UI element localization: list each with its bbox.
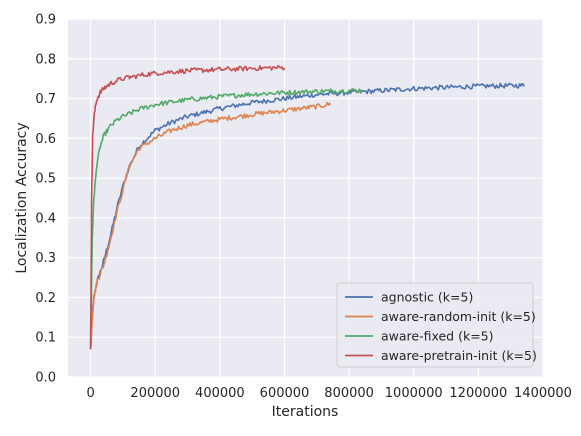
x-tick-label: 1400000 [514,386,572,401]
legend-label: aware-fixed (k=5) [381,329,494,344]
x-axis-title: Iterations [272,404,339,420]
y-tick-label: 0.9 [35,13,56,28]
y-tick-label: 0.1 [35,331,56,346]
y-tick-label: 0.7 [35,92,56,107]
x-tick-label: 200000 [130,386,180,401]
y-tick-label: 0.4 [35,211,56,226]
series-lines [89,64,525,350]
x-tick-label: 600000 [260,386,310,401]
y-tick-label: 0.5 [35,172,56,187]
series-line [89,64,286,350]
x-axis-ticks: 0 200000 400000 600000 800000 1000000 1200000 1… [86,386,571,401]
y-tick-label: 0.2 [35,291,56,306]
y-axis-ticks: 0.0 0.1 0.2 0.3 0.4 0.5 0.6 0.7 0.8 0.9 [35,13,56,386]
legend-label: aware-random-init (k=5) [381,309,536,324]
y-tick-label: 0.6 [35,132,56,147]
x-tick-label: 800000 [324,386,374,401]
legend-label: agnostic (k=5) [381,290,473,305]
legend-label: aware-pretrain-init (k=5) [381,348,537,363]
x-tick-label: 0 [86,386,94,401]
legend-box [336,282,534,368]
series-line [89,101,331,346]
y-tick-label: 0.8 [35,52,56,67]
x-tick-label: 1000000 [385,386,443,401]
y-axis-title: Localization Accuracy [14,122,30,273]
x-tick-label: 400000 [195,386,245,401]
y-tick-label: 0.0 [35,371,56,386]
legend: agnostic (k=5) aware-random-init (k=5) awa… [336,282,537,368]
y-tick-label: 0.3 [35,251,56,266]
series-line [89,88,363,346]
x-tick-label: 1200000 [449,386,507,401]
